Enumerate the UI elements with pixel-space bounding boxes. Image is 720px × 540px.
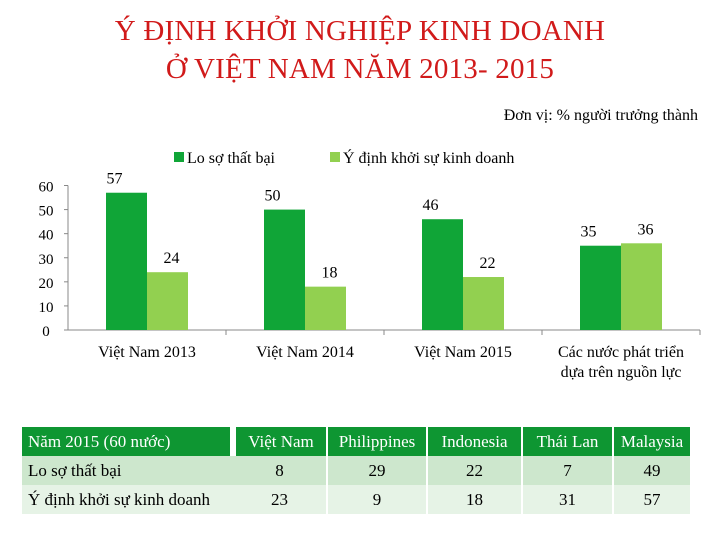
page-title: Ý ĐỊNH KHỞI NGHIỆP KINH DOANH Ở VIỆT NAM…	[0, 12, 720, 88]
y-tick-label: 30	[39, 252, 54, 268]
bar-series2	[147, 272, 188, 330]
y-tick-label: 40	[39, 228, 54, 244]
y-tick-label: 20	[39, 276, 54, 292]
bar-series2	[621, 243, 662, 330]
bar-series1	[264, 209, 305, 330]
data-label: 57	[107, 171, 123, 188]
table-corner-label: Năm 2015 (60 nước)	[22, 427, 236, 456]
table-col-header: Malaysia	[612, 427, 690, 456]
title-line-2: Ở VIỆT NAM NĂM 2013- 2015	[165, 53, 555, 85]
table-col-header: Việt Nam	[233, 427, 327, 456]
bar-series1	[422, 219, 463, 330]
legend-label: Lo sợ thất bại	[187, 150, 276, 167]
x-category-label: Việt Nam 2015	[414, 344, 512, 361]
table-cell: 7	[521, 456, 613, 485]
table-header-row: Năm 2015 (60 nước) Việt Nam Philippines …	[22, 427, 690, 456]
table-row: Ý định khởi sự kinh doanh 23 9 18 31 57	[22, 485, 690, 514]
table-row-label: Ý định khởi sự kinh doanh	[22, 485, 233, 514]
bar-series2	[305, 286, 346, 330]
x-category-label: Việt Nam 2013	[98, 344, 196, 361]
legend-label: Ý định khởi sự kinh doanh	[343, 148, 514, 167]
data-label: 36	[638, 221, 654, 238]
table-cell: 23	[233, 485, 327, 514]
y-tick-label: 10	[39, 300, 54, 316]
unit-note: Đơn vị: % người trưởng thành	[503, 107, 698, 124]
table-cell: 29	[326, 456, 427, 485]
y-tick-label: 60	[39, 180, 54, 196]
table-col-header: Thái Lan	[521, 427, 613, 456]
table-row: Lo sợ thất bại 8 29 22 7 49	[22, 456, 690, 485]
bar-series1	[106, 192, 147, 330]
data-label: 35	[581, 224, 597, 241]
legend-swatch	[330, 152, 340, 162]
table-cell: 49	[612, 456, 690, 485]
x-category-label: Các nước phát triển dựa trên nguồn lực	[558, 344, 684, 381]
legend-swatch	[174, 152, 184, 162]
table-cell: 22	[426, 456, 522, 485]
data-label: 22	[480, 255, 496, 272]
x-category-label: Việt Nam 2014	[256, 344, 354, 361]
bar-chart: 0 10 20 30 40 50 60 57 24 Việt Nam 2013 50 18 Việt N…	[39, 148, 701, 381]
comparison-table: Năm 2015 (60 nước) Việt Nam Philippines …	[22, 427, 690, 514]
table-col-header: Philippines	[326, 427, 427, 456]
table-cell: 9	[326, 485, 427, 514]
table-col-header: Indonesia	[426, 427, 522, 456]
title-line-1: Ý ĐỊNH KHỞI NGHIỆP KINH DOANH	[114, 15, 606, 47]
table-cell: 31	[521, 485, 613, 514]
y-tick-label: 50	[39, 204, 54, 220]
table-cell: 18	[426, 485, 522, 514]
y-tick-label: 0	[42, 324, 50, 340]
bar-series1	[580, 245, 621, 330]
data-label: 24	[164, 250, 180, 267]
data-label: 46	[423, 197, 439, 214]
table-cell: 8	[233, 456, 327, 485]
data-label: 18	[322, 265, 338, 282]
table-row-label: Lo sợ thất bại	[22, 456, 233, 485]
bar-series2	[463, 277, 504, 330]
data-label: 50	[265, 188, 281, 205]
table-cell: 57	[612, 485, 690, 514]
